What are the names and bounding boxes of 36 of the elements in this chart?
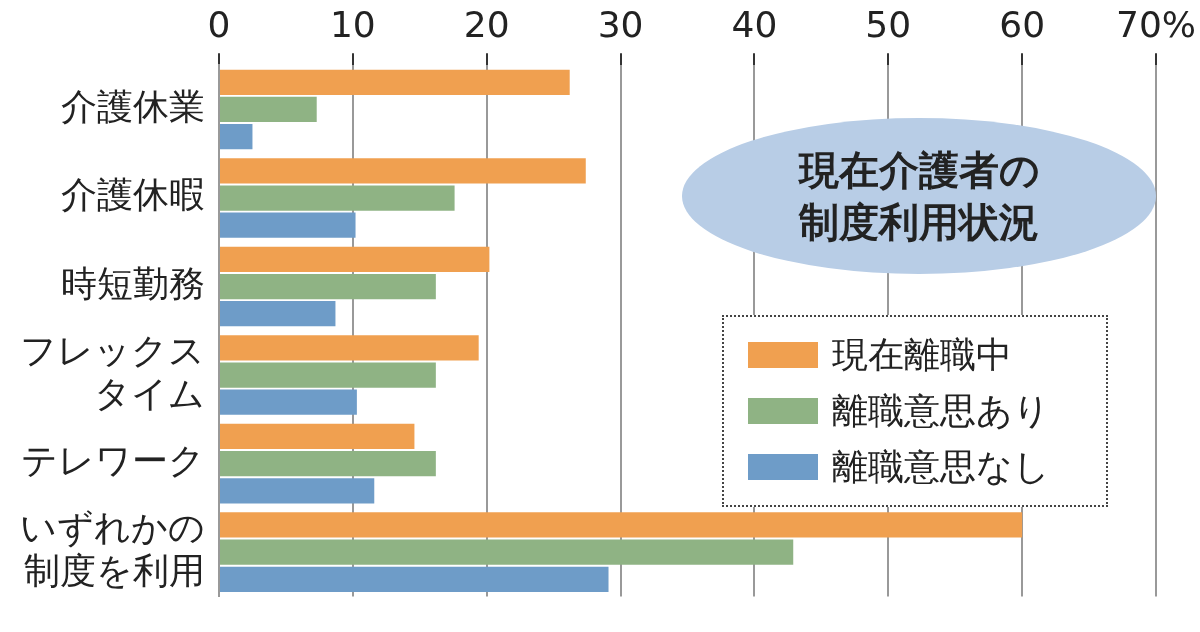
y-tick-label: テレワーク — [21, 439, 205, 481]
bar — [220, 512, 1023, 538]
bar — [220, 96, 317, 123]
x-tick-label: 30 — [597, 3, 644, 45]
legend-label: 現在離職中 — [832, 332, 1012, 377]
legend-label: 離職意思なし — [832, 444, 1050, 489]
bar — [220, 450, 436, 477]
y-tick-label: 介護休業 — [61, 85, 205, 127]
bar — [220, 335, 479, 361]
x-tick-label: 10 — [329, 3, 376, 45]
x-tick-label: 40 — [731, 3, 778, 45]
x-tick-label: 50 — [865, 3, 912, 45]
x-tick-label: 70% — [1115, 3, 1196, 45]
bar — [220, 123, 253, 150]
x-tick-label: 20 — [463, 3, 510, 45]
bar — [220, 185, 455, 211]
bar — [220, 389, 357, 415]
y-tick-label: フレックスタイム — [20, 329, 205, 415]
bar — [220, 566, 609, 592]
y-tick-label: いずれかの制度を利用 — [20, 506, 205, 592]
bar — [220, 212, 356, 238]
x-tick-label: 0 — [207, 3, 231, 45]
y-tick-label: 介護休暇 — [61, 174, 205, 216]
bar — [220, 423, 415, 450]
bar — [220, 158, 586, 184]
bar — [220, 273, 436, 300]
y-tick-label: 時短勤務 — [61, 262, 205, 304]
bar — [220, 301, 336, 327]
bar — [220, 362, 436, 388]
bar — [220, 478, 375, 504]
bar — [220, 539, 794, 565]
bar — [220, 69, 570, 95]
bar — [220, 246, 490, 273]
x-tick-label: 60 — [999, 3, 1046, 45]
legend-label: 離職意思あり — [832, 388, 1050, 433]
ellipse-badge: 現在介護者の制度利用状況 — [682, 118, 1156, 274]
